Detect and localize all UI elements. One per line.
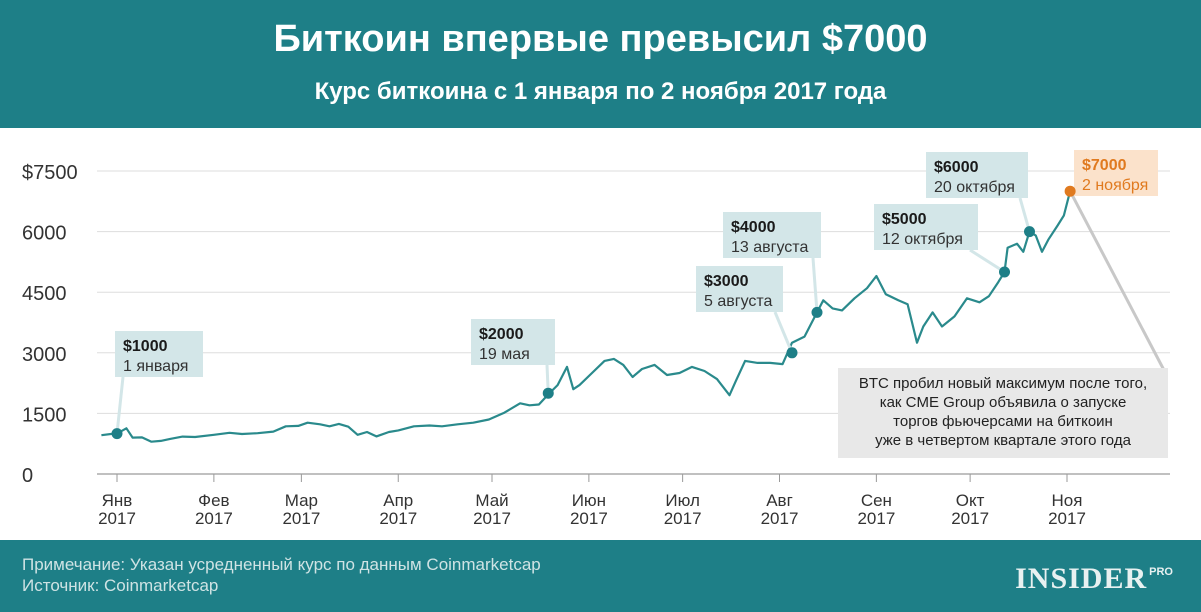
callout-date: 12 октября — [882, 231, 963, 248]
x-tick-month: Фев — [198, 491, 229, 510]
data-point-marker — [111, 428, 123, 440]
annotation-leader — [1068, 190, 1168, 375]
callout-price: $6000 — [934, 159, 979, 176]
brand-name: INSIDER — [1015, 562, 1148, 595]
x-tick-year: 2017 — [857, 509, 895, 528]
brand-logo: INSIDER PRO — [1015, 562, 1173, 596]
x-tick-year: 2017 — [282, 509, 320, 528]
callout-leader — [1018, 197, 1031, 233]
callout-leader — [773, 311, 794, 354]
x-tick-month: Апр — [383, 491, 413, 510]
callout-price: $2000 — [479, 326, 524, 343]
chart-title: Биткоин впервые превысил $7000 — [273, 18, 928, 60]
price-chart: 01500300045006000$7500Янв2017Фев2017Мар2… — [22, 150, 1170, 528]
x-tick-month: Ноя — [1052, 491, 1083, 510]
x-tick-month: Июн — [572, 491, 606, 510]
brand-suffix: PRO — [1149, 566, 1173, 578]
x-tick-month: Июл — [665, 491, 700, 510]
callout-box — [115, 331, 203, 377]
x-tick-year: 2017 — [664, 509, 702, 528]
y-tick-label: 3000 — [22, 344, 67, 366]
source-line: Источник: Coinmarketcap — [22, 576, 219, 595]
price-line — [101, 190, 1072, 443]
callout-date: 2 ноября — [1082, 177, 1148, 194]
x-tick-month: Мар — [285, 491, 318, 510]
y-tick-label: 6000 — [22, 223, 67, 245]
y-tick-label: $7500 — [22, 162, 78, 184]
callout-price: $5000 — [882, 211, 927, 228]
chart-footer: Примечание: Указан усредненный курс по д… — [0, 540, 1201, 612]
annotation-text: BTC пробил новый максимум после того, — [859, 375, 1147, 392]
y-tick-label: 1500 — [22, 404, 67, 426]
callout-leader — [969, 248, 1006, 274]
callout-box — [874, 204, 978, 250]
x-tick-year: 2017 — [473, 509, 511, 528]
x-tick-year: 2017 — [379, 509, 417, 528]
callout-box — [471, 319, 555, 365]
x-tick-month: Авг — [766, 491, 793, 510]
annotation-text: торгов фьючерсами на биткоин — [893, 413, 1113, 430]
data-point-marker — [786, 347, 798, 359]
chart-subtitle: Курс биткоина с 1 января по 2 ноября 201… — [314, 78, 887, 105]
chart-header: Биткоин впервые превысил $7000 Курс битк… — [0, 0, 1201, 128]
x-tick-year: 2017 — [951, 509, 989, 528]
callout-price: $3000 — [704, 273, 749, 290]
callout-box — [723, 212, 821, 258]
callout-box — [1074, 150, 1158, 196]
callout-price: $1000 — [123, 338, 168, 355]
annotation-text: уже в четвертом квартале этого года — [875, 432, 1132, 449]
callout-box — [926, 152, 1028, 198]
data-point-marker — [542, 387, 554, 399]
data-point-marker — [1064, 185, 1076, 197]
callout-date: 5 августа — [704, 293, 773, 310]
annotation-box — [838, 368, 1168, 458]
x-tick-month: Май — [475, 491, 508, 510]
x-tick-month: Янв — [102, 491, 133, 510]
data-point-marker — [1024, 226, 1035, 238]
x-tick-year: 2017 — [570, 509, 608, 528]
x-tick-year: 2017 — [761, 509, 799, 528]
callout-date: 13 августа — [731, 239, 808, 256]
callout-leader — [115, 376, 125, 434]
x-tick-month: Окт — [956, 491, 985, 510]
annotation-text: как CME Group объявила о запуске — [880, 394, 1127, 411]
callout-price: $7000 — [1082, 157, 1127, 174]
y-tick-label: 0 — [22, 465, 33, 487]
callout-price: $4000 — [731, 219, 776, 236]
callout-date: 19 мая — [479, 346, 530, 363]
callout-box — [696, 266, 783, 312]
footnote: Примечание: Указан усредненный курс по д… — [22, 555, 541, 574]
x-tick-year: 2017 — [1048, 509, 1086, 528]
callout-date: 1 января — [123, 358, 188, 375]
callout-date: 20 октября — [934, 179, 1015, 196]
x-tick-year: 2017 — [195, 509, 233, 528]
x-tick-month: Сен — [861, 491, 892, 510]
data-point-marker — [811, 306, 823, 318]
x-tick-year: 2017 — [98, 509, 136, 528]
callout-leader — [811, 257, 819, 313]
y-tick-label: 4500 — [22, 283, 67, 305]
data-point-marker — [999, 266, 1010, 278]
